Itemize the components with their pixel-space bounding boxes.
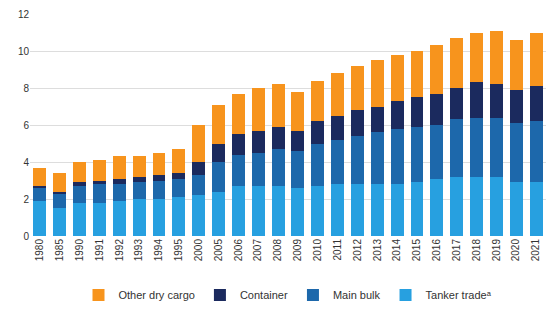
- svg-text:Main bulk: Main bulk: [333, 289, 381, 301]
- svg-text:Tanker tradeᵃ: Tanker tradeᵃ: [426, 289, 492, 301]
- svg-text:2008: 2008: [272, 239, 283, 262]
- svg-text:2017: 2017: [451, 239, 462, 262]
- svg-text:1994: 1994: [153, 239, 164, 262]
- svg-text:1995: 1995: [173, 239, 184, 262]
- svg-text:2010: 2010: [312, 239, 323, 262]
- svg-text:2006: 2006: [233, 239, 244, 262]
- svg-text:1990: 1990: [74, 239, 85, 262]
- svg-text:2000: 2000: [193, 239, 204, 262]
- svg-text:2007: 2007: [252, 239, 263, 262]
- svg-text:2012: 2012: [352, 239, 363, 262]
- svg-text:4: 4: [23, 157, 29, 168]
- svg-text:2005: 2005: [213, 239, 224, 262]
- svg-text:10: 10: [18, 46, 30, 57]
- svg-text:2020: 2020: [510, 239, 521, 262]
- svg-text:2013: 2013: [372, 239, 383, 262]
- svg-text:2018: 2018: [471, 239, 482, 262]
- svg-text:2019: 2019: [491, 239, 502, 262]
- svg-text:1991: 1991: [94, 239, 105, 262]
- svg-text:Container: Container: [240, 289, 288, 301]
- svg-text:2015: 2015: [411, 239, 422, 262]
- svg-text:2009: 2009: [292, 239, 303, 262]
- svg-text:2021: 2021: [530, 239, 541, 262]
- svg-text:2: 2: [23, 194, 29, 205]
- svg-text:2014: 2014: [391, 239, 402, 262]
- svg-text:Other dry cargo: Other dry cargo: [119, 289, 195, 301]
- svg-text:2011: 2011: [332, 239, 343, 261]
- svg-text:1985: 1985: [54, 239, 65, 262]
- svg-text:2016: 2016: [431, 239, 442, 262]
- svg-text:8: 8: [23, 83, 29, 94]
- svg-text:6: 6: [23, 120, 29, 131]
- svg-text:1980: 1980: [34, 239, 45, 262]
- svg-text:0: 0: [23, 231, 29, 242]
- svg-text:12: 12: [18, 9, 30, 20]
- svg-text:1993: 1993: [133, 239, 144, 262]
- svg-text:1992: 1992: [114, 239, 125, 262]
